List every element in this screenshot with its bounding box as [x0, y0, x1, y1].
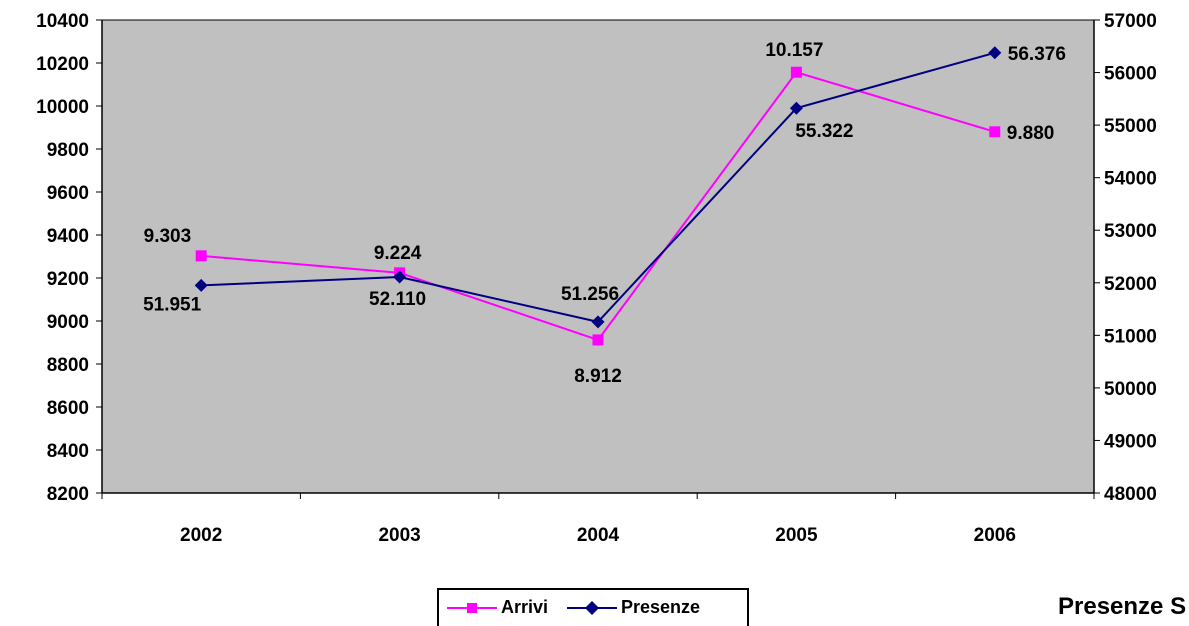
y-left-tick-label: 10200	[36, 54, 89, 75]
legend-label-presenze: Presenze	[621, 597, 701, 617]
y-left-tick-label: 9800	[47, 140, 89, 161]
y-right-tick-label: 57000	[1104, 11, 1157, 32]
y-left-tick-label: 8400	[47, 441, 89, 462]
presenze-data-label: 55.322	[795, 121, 853, 142]
presenze-point	[393, 270, 407, 284]
y-right-tick-label: 55000	[1104, 116, 1157, 137]
presenze-data-label: 51.256	[561, 284, 619, 305]
presenze-data-label: 51.951	[143, 294, 202, 315]
y-right-tick-label: 50000	[1104, 379, 1157, 400]
arrivi-point	[195, 250, 207, 262]
arrivi-point	[790, 66, 802, 78]
presenze-data-label: 56.376	[1008, 44, 1066, 65]
arrivi-data-label: 9.224	[374, 243, 422, 264]
x-tick-label: 2006	[974, 525, 1016, 546]
y-left-tick-label: 8200	[47, 484, 89, 505]
y-left-tick-label: 8600	[47, 398, 89, 419]
y-right-tick-label: 54000	[1104, 169, 1157, 190]
arrivi-data-label: 10.157	[765, 40, 823, 61]
x-tick-label: 2002	[180, 525, 222, 546]
presenze-point	[591, 315, 605, 329]
y-left-tick-label: 10400	[36, 11, 89, 32]
arrivi-data-label: 9.303	[144, 226, 192, 247]
plot-area	[101, 19, 1095, 494]
truncated-title-text: Presenze S	[1058, 593, 1187, 620]
y-left-tick-label: 8800	[47, 355, 89, 376]
legend-item-arrivi: Arrivi	[447, 597, 548, 618]
y-right-tick-label: 48000	[1104, 484, 1157, 505]
legend-item-presenze: Presenze	[567, 597, 700, 618]
arrivi-point	[989, 126, 1001, 138]
x-tick-label: 2003	[378, 525, 420, 546]
y-right-tick-label: 51000	[1104, 326, 1157, 347]
y-left-tick-label: 9200	[47, 269, 89, 290]
legend: Arrivi Presenze	[437, 588, 749, 626]
y-left-tick-label: 9400	[47, 226, 89, 247]
presenze-data-label: 52.110	[369, 289, 426, 310]
arrivi-data-label: 8.912	[574, 366, 622, 387]
x-tick-label: 2005	[775, 525, 818, 546]
dual-axis-line-chart: 10400 10200 10000 9800 9600 9400 9200 9000 8800 8…	[36, 11, 1157, 546]
presenze-legend-marker	[567, 600, 617, 615]
arrivi-point	[592, 334, 604, 346]
arrivi-data-label: 9.880	[1007, 123, 1055, 144]
y-right-tick-label: 49000	[1104, 431, 1157, 452]
presenze-point	[194, 278, 208, 292]
presenze-point	[988, 46, 1002, 60]
y-left-tick-label: 10000	[36, 97, 89, 118]
y-right-tick-label: 52000	[1104, 274, 1157, 295]
presenze-point	[789, 101, 803, 115]
legend-label-arrivi: Arrivi	[501, 597, 549, 617]
y-left-tick-label: 9600	[47, 183, 89, 204]
x-tick-label: 2004	[577, 525, 620, 546]
y-left-tick-label: 9000	[47, 312, 89, 333]
y-right-tick-label: 53000	[1104, 221, 1157, 242]
arrivi-legend-marker	[447, 602, 497, 613]
y-right-tick-label: 56000	[1104, 64, 1157, 85]
